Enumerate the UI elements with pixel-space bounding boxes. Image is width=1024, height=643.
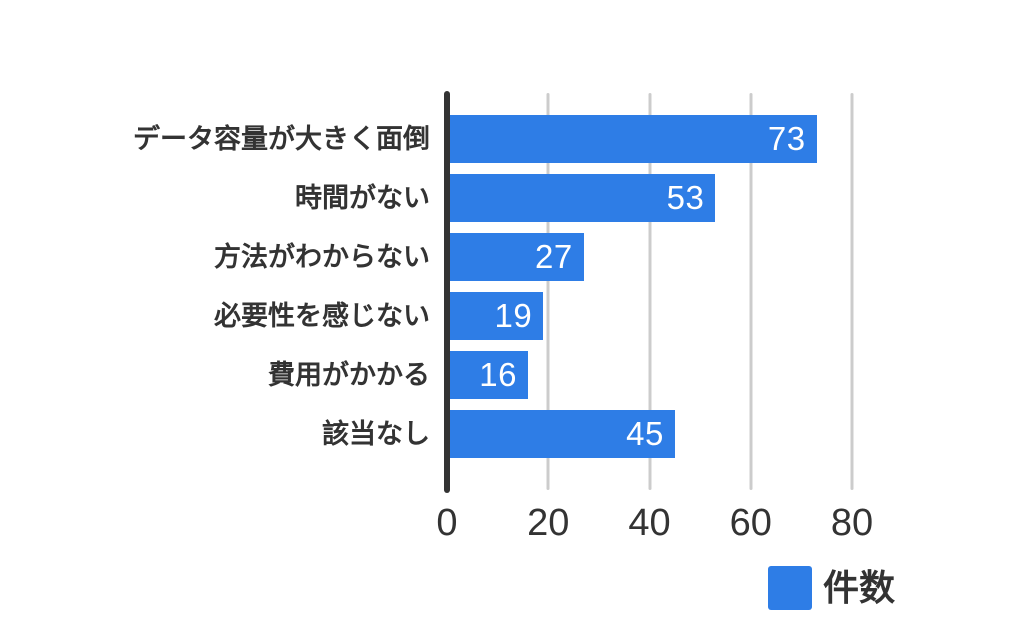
category-label: 方法がわからない [214,242,430,272]
bar: 27 [447,233,584,281]
gridline-40 [648,93,651,490]
x-axis-tick-labels: 0 20 40 60 80 [0,503,1024,547]
bar-value-label: 73 [767,120,806,157]
legend-label: 件数 [823,567,896,608]
category-label: 必要性を感じない [214,301,430,331]
category-axis-labels: データ容量が大きく面倒時間がない方法がわからない 必要性を感じない費用がかかる該当… [0,93,430,489]
x-tick-label-0: 0 [436,502,458,544]
plot-area: 73 53 27 19 16 45 [444,91,854,493]
gridline-80 [850,93,854,490]
bar-value-label: 45 [626,415,664,452]
bar: 16 [447,351,528,399]
category-label: 費用がかかる [268,360,430,390]
x-tick-label-40: 40 [628,502,671,544]
bar: 53 [447,174,716,222]
x-tick-label-20: 20 [527,502,570,544]
bar: 45 [447,410,675,458]
category-label: 時間がない [295,183,430,213]
x-tick-label-60: 60 [729,502,772,544]
category-label: データ容量が大きく面倒 [133,124,430,154]
gridline-20 [546,93,550,490]
bar: 19 [447,292,544,340]
gridline-60 [749,93,753,490]
bar-value-label: 16 [479,356,517,393]
bar: 73 [447,115,817,163]
bar-value-label: 53 [666,179,705,216]
bar-value-label: 19 [494,297,533,334]
legend-color-swatch [768,566,812,610]
x-tick-label-80: 80 [830,502,874,544]
category-label: 該当なし [322,419,430,449]
bar-value-label: 27 [534,238,573,275]
y-axis-line [444,91,450,493]
legend: 件数 [768,566,895,610]
